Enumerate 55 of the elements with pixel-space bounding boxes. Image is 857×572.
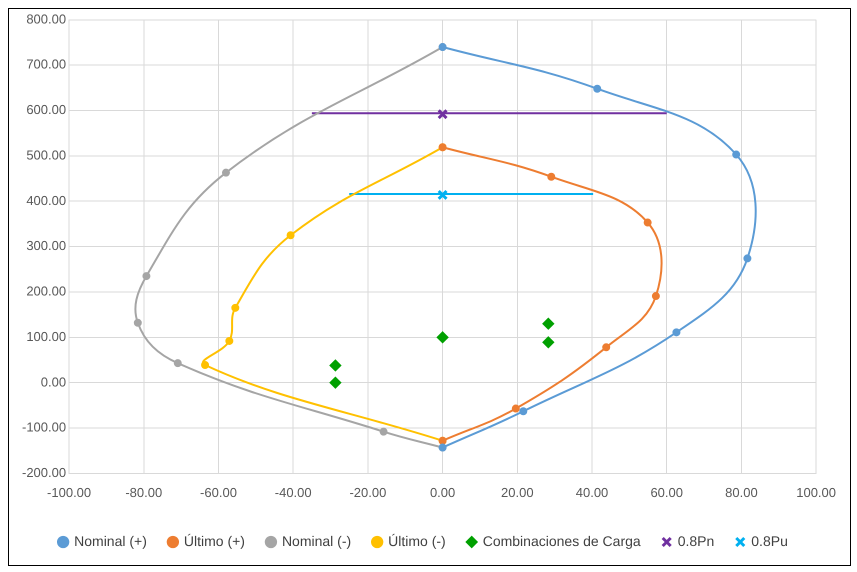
point	[222, 168, 230, 177]
point	[732, 150, 740, 159]
x-tick-label: -100.00	[47, 484, 92, 500]
legend-label: 0.8Pn	[678, 532, 714, 549]
legend-label: Último (+)	[184, 532, 245, 549]
y-tick-label: 100.00	[26, 328, 66, 344]
point	[602, 343, 610, 352]
x-tick-label: -40.00	[274, 484, 312, 500]
point	[380, 428, 388, 436]
x-tick-label: -80.00	[125, 484, 162, 500]
x-tick-label: 20.00	[501, 484, 534, 500]
point	[519, 407, 528, 416]
point	[329, 359, 342, 372]
point	[672, 328, 680, 336]
point	[437, 108, 448, 120]
point	[201, 360, 210, 369]
point	[142, 272, 150, 280]
y-tick-label: 600.00	[26, 102, 66, 118]
y-tick-label: 700.00	[26, 56, 66, 72]
legend-label: 0.8Pu	[751, 532, 788, 549]
x-tick-label: 100.00	[796, 484, 836, 500]
point	[547, 172, 556, 181]
point	[512, 404, 520, 413]
point	[286, 231, 295, 240]
x-tick-label: 60.00	[650, 484, 683, 500]
legend-label: Nominal (+)	[74, 532, 147, 549]
point	[174, 359, 182, 368]
y-tick-label: -100.00	[22, 420, 66, 435]
point	[225, 336, 234, 345]
y-tick-label: 200.00	[26, 284, 66, 299]
x-tick-label: 0.00	[430, 484, 456, 500]
point	[437, 190, 448, 200]
point	[743, 254, 752, 262]
x-tick-label: 80.00	[725, 484, 758, 500]
point	[436, 331, 449, 344]
y-tick-label: 400.00	[26, 192, 66, 208]
point	[329, 376, 342, 389]
y-tick-label: 0.00	[40, 374, 66, 390]
point	[231, 304, 240, 312]
legend-label: Último (-)	[388, 532, 446, 549]
point	[652, 292, 660, 300]
x-tick-label: 40.00	[576, 484, 608, 500]
y-tick-label: -200.00	[22, 464, 66, 480]
point	[542, 318, 554, 330]
point	[134, 318, 142, 327]
point	[542, 336, 554, 348]
x-tick-label: -60.00	[200, 484, 237, 500]
x-tick-label: -20.00	[349, 484, 386, 500]
y-tick-label: 300.00	[26, 238, 66, 254]
legend-label: Combinaciones de Carga	[482, 532, 641, 549]
point	[644, 218, 652, 227]
point	[593, 84, 602, 93]
y-tick-label: 500.00	[26, 147, 66, 162]
legend-label: Nominal (-)	[282, 532, 352, 549]
y-tick-label: 800.00	[26, 11, 66, 26]
